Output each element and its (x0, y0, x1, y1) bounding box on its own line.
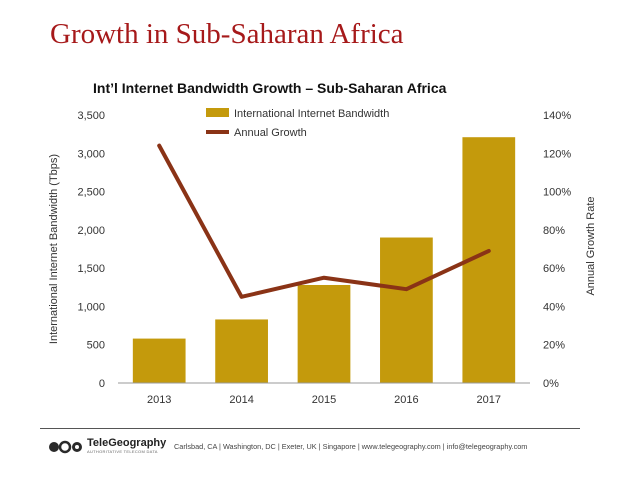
legend-label-bandwidth: International Internet Bandwidth (234, 108, 389, 120)
telegeography-logo-mark-icon (49, 440, 82, 454)
x-axis-tick-label: 2013 (147, 394, 171, 406)
left-axis-tick-label: 3,000 (77, 148, 105, 160)
logo-tagline: AUTHORITATIVE TELECOM DATA (87, 449, 158, 454)
annual-growth-point (405, 288, 407, 290)
left-axis-tick-label: 1,500 (77, 263, 105, 275)
right-axis-tick-label: 120% (543, 148, 571, 160)
annual-growth-point (488, 250, 490, 252)
left-axis-tick-label: 2,500 (77, 187, 105, 199)
right-axis-tick-label: 100% (543, 187, 571, 199)
left-axis-tick-label: 3,500 (77, 110, 105, 122)
left-axis-tick-label: 2,000 (77, 225, 105, 237)
right-axis-tick-label: 20% (543, 340, 565, 352)
x-axis-tick-label: 2016 (394, 394, 418, 406)
right-axis-tick-label: 60% (543, 263, 565, 275)
x-axis-tick-label: 2014 (229, 394, 253, 406)
annual-growth-line (157, 143, 491, 299)
bandwidth-bar (297, 284, 351, 383)
slide-title: Growth in Sub-Saharan Africa (50, 18, 404, 50)
right-axis-tick-label: 0% (543, 378, 559, 390)
x-axis-tick-label: 2017 (477, 394, 501, 406)
bandwidth-bar (215, 319, 268, 383)
right-axis-tick-label: 80% (543, 225, 565, 237)
logo-name: TeleGeography (87, 437, 167, 449)
legend-label-growth: Annual Growth (234, 127, 307, 139)
right-axis-tick-label: 140% (543, 110, 571, 122)
left-axis-tick-label: 0 (99, 378, 105, 390)
annual-growth-point (241, 296, 243, 298)
bandwidth-bar (132, 338, 186, 383)
telegeography-logo: TeleGeography AUTHORITATIVE TELECOM DATA (48, 437, 166, 457)
annual-growth-point (158, 145, 160, 147)
chart-title: Int’l Internet Bandwidth Growth – Sub-Sa… (93, 80, 447, 96)
bandwidth-growth-chart: 0 500 1,000 1,500 2,000 2,500 3,000 3,500 0% 20%… (48, 108, 597, 406)
left-axis-label: International Internet Bandwidth (Tbps) (48, 154, 60, 344)
right-axis-label: Annual Growth Rate (585, 196, 597, 295)
annual-growth-point (323, 277, 325, 279)
right-axis-tick-label: 40% (543, 301, 565, 313)
left-axis-tick-label: 1,000 (77, 301, 105, 313)
footer-contact-text: Carlsbad, CA | Washington, DC | Exeter, … (174, 442, 528, 451)
bandwidth-bar (380, 237, 433, 383)
x-axis-tick-label: 2015 (312, 394, 336, 406)
footer-divider (40, 428, 580, 429)
left-axis-tick-label: 500 (87, 340, 105, 352)
legend-swatch-bandwidth (206, 108, 229, 117)
